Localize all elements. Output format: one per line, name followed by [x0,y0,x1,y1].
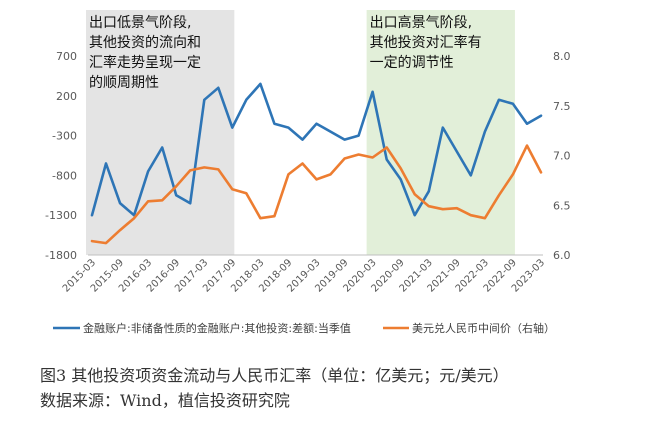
legend-label-usdcny: 美元兑人民币中间价（右轴） [412,321,555,335]
y-left-tick-label: 200 [56,90,77,103]
y-right-tick-label: 6.0 [553,249,571,262]
region-annotation-1-line-2: 其他投资的流向和 [89,35,201,51]
y-left-tick-label: -1800 [45,249,77,262]
region-annotation-1-line-1: 出口低景气阶段, [89,15,191,31]
y-right-tick-label: 7.5 [553,100,571,113]
region-annotation-2-line-2: 其他投资对汇率有 [370,34,482,51]
y-left-tick-label: -800 [52,169,77,182]
region-annotation-1-line-4: 的顺周期性 [89,75,159,91]
y-right-tick-label: 8.0 [553,50,571,63]
y-right-tick-label: 7.0 [553,150,571,163]
y-left-tick-label: 700 [56,50,77,63]
series-line-other-investment [90,82,543,217]
figure-caption: 图3 其他投资项资金流动与人民币汇率（单位：亿美元；元/美元） [40,366,509,385]
y-left-tick-label: -300 [52,130,77,143]
y-left-tick-label: -1300 [45,209,77,222]
y-right-tick-label: 6.5 [553,199,571,212]
region-annotation-2-line-1: 出口高景气阶段, [370,14,472,31]
region-annotation-1-line-3: 汇率走势呈现一定 [89,54,201,71]
series-line-usdcny [90,144,543,245]
shaded-region-1 [86,10,235,255]
legend-label-other-investment: 金融账户:非储备性质的金融账户:其他投资:差额:当季值 [83,321,351,335]
region-annotation-2-line-3: 一定的调节性 [370,55,454,71]
source-note: 数据来源：Wind，植信投资研究院 [40,391,290,410]
